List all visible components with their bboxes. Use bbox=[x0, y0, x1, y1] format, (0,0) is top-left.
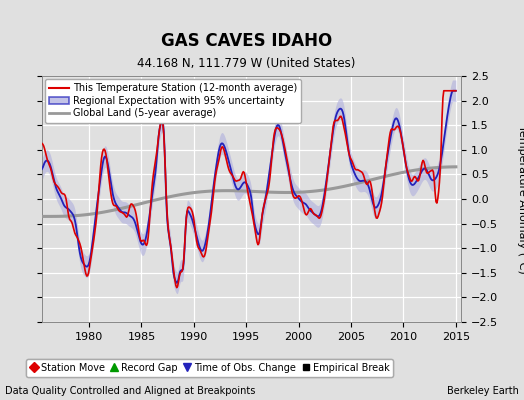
Text: GAS CAVES IDAHO: GAS CAVES IDAHO bbox=[161, 32, 332, 50]
Text: Berkeley Earth: Berkeley Earth bbox=[447, 386, 519, 396]
Legend: Station Move, Record Gap, Time of Obs. Change, Empirical Break: Station Move, Record Gap, Time of Obs. C… bbox=[26, 359, 393, 377]
Y-axis label: Temperature Anomaly (°C): Temperature Anomaly (°C) bbox=[517, 125, 524, 273]
Text: 44.168 N, 111.779 W (United States): 44.168 N, 111.779 W (United States) bbox=[137, 57, 355, 70]
Text: Data Quality Controlled and Aligned at Breakpoints: Data Quality Controlled and Aligned at B… bbox=[5, 386, 256, 396]
